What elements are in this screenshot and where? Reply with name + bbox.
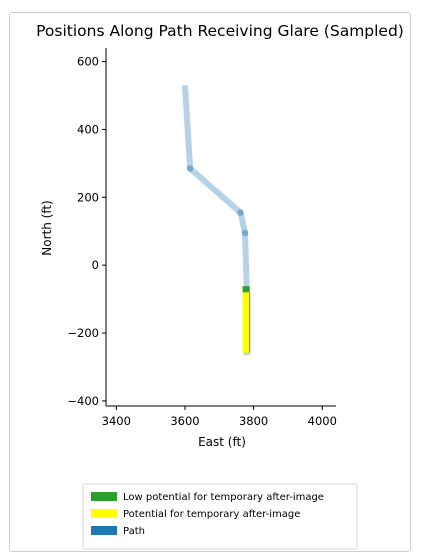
legend-label: Low potential for temporary after-image bbox=[123, 492, 324, 503]
legend-box bbox=[82, 483, 358, 550]
chart-frame bbox=[9, 12, 411, 552]
y-tick-label: −400 bbox=[67, 394, 99, 408]
legend-swatch bbox=[91, 509, 117, 518]
y-axis-label: North (ft) bbox=[40, 200, 54, 255]
path-vertex-point bbox=[241, 229, 249, 237]
y-tick-label: 200 bbox=[77, 190, 99, 204]
series-layer bbox=[181, 85, 251, 356]
path-vertex-point bbox=[186, 165, 194, 172]
legend-label: Path bbox=[123, 526, 145, 537]
x-tick-label: 3400 bbox=[102, 414, 131, 428]
legend-label: Potential for temporary after-image bbox=[123, 509, 300, 520]
x-axis-label: East (ft) bbox=[198, 435, 246, 449]
legend-swatch bbox=[91, 526, 117, 535]
path-series-line bbox=[181, 85, 250, 356]
y-tick-label: 400 bbox=[77, 122, 99, 136]
y-tick-label: 0 bbox=[92, 258, 99, 272]
x-tick-label: 3800 bbox=[239, 414, 268, 428]
y-tick-label: 600 bbox=[77, 55, 99, 69]
x-tick-label: 4000 bbox=[308, 414, 337, 428]
legend: Low potential for temporary after-image P… bbox=[82, 483, 358, 550]
path-vertex-point bbox=[237, 209, 244, 216]
y-tick-label: −200 bbox=[67, 326, 99, 340]
axes-layer: −400 −200 0 200 400 600 3400 3600 3800 4000 bbox=[67, 48, 337, 428]
chart-title: Positions Along Path Receiving Glare (Sa… bbox=[36, 22, 404, 40]
legend-swatch bbox=[91, 492, 117, 501]
x-tick-label: 3600 bbox=[170, 414, 199, 428]
